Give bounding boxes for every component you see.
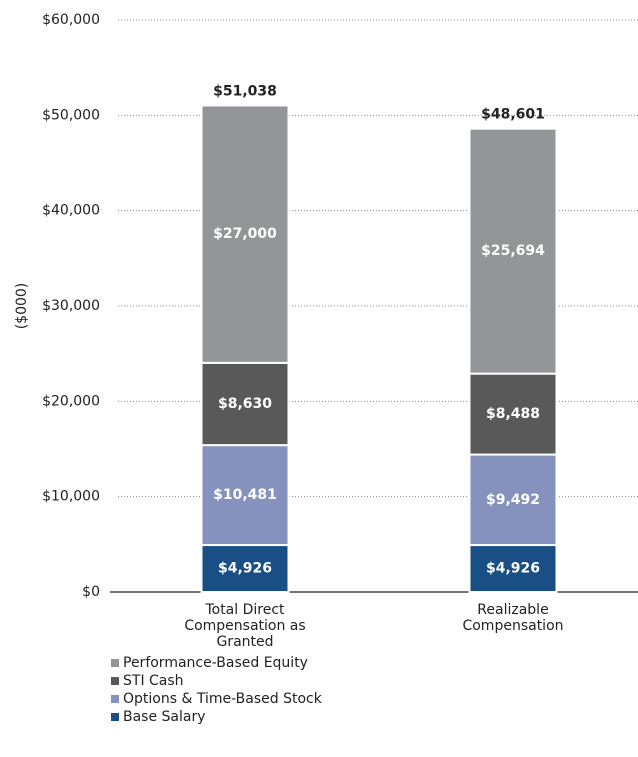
bar-segment <box>200 104 290 364</box>
y-tick-label: $30,000 <box>42 298 100 314</box>
value-label: $9,492 <box>486 492 540 508</box>
bar-segment <box>468 544 558 594</box>
bar-segment <box>468 453 558 547</box>
value-label: $27,000 <box>213 226 277 242</box>
value-label: $4,926 <box>218 561 272 577</box>
value-label: $8,488 <box>486 406 540 422</box>
legend-swatch <box>111 677 119 685</box>
y-tick-label: $10,000 <box>42 489 100 505</box>
y-tick-label: $60,000 <box>42 12 100 28</box>
legend-swatch <box>111 659 119 667</box>
y-tick-label: $20,000 <box>42 393 100 409</box>
legend-label: STI Cash <box>123 673 184 689</box>
x-tick-label: Realizable Compensation <box>462 602 564 634</box>
legend-label: Base Salary <box>123 709 206 725</box>
y-tick-label: $50,000 <box>42 107 100 123</box>
value-label: $8,630 <box>218 396 272 412</box>
bar-segment <box>200 444 290 547</box>
legend-swatch <box>111 695 119 703</box>
y-tick-label: $0 <box>82 584 100 600</box>
total-label: $48,601 <box>481 107 545 123</box>
value-label: $25,694 <box>481 243 545 259</box>
y-tick-label: $40,000 <box>42 203 100 219</box>
bar-segment <box>468 127 558 375</box>
total-label: $51,038 <box>213 83 277 99</box>
legend-swatch <box>111 713 119 721</box>
x-tick-label: Total Direct Compensation as Granted <box>184 602 306 650</box>
bar-segment <box>468 372 558 456</box>
value-label: $10,481 <box>213 487 277 503</box>
value-label: $4,926 <box>486 561 540 577</box>
y-axis-label: ($000) <box>14 283 30 330</box>
legend-label: Options & Time-Based Stock <box>123 691 323 707</box>
legend-label: Performance-Based Equity <box>123 655 308 671</box>
